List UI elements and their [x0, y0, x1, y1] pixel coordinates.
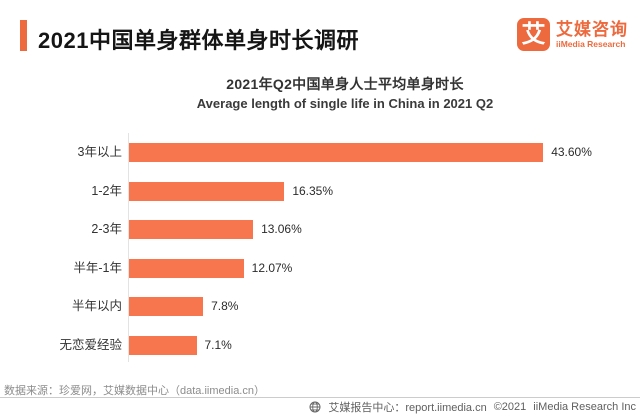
globe-icon [309, 401, 321, 413]
bar-category-label: 半年-1年 [73, 260, 122, 275]
bar [129, 258, 244, 278]
bottom-divider [0, 397, 640, 398]
bottom-bar: 艾媒报告中心：report.iimedia.cn ©2021 iiMedia R… [0, 399, 636, 415]
chart-subtitle: Average length of single life in China i… [196, 96, 494, 111]
bar-row: 1-2年 16.35% [0, 181, 640, 201]
bar [129, 297, 204, 316]
bar-category-label: 无恋爱经验 [59, 337, 122, 352]
bar-row: 2-3年 13.06% [0, 220, 640, 239]
bar-row: 3年以上 43.60% [0, 143, 640, 162]
bar-value-label: 16.35% [292, 183, 334, 198]
page-title: 2021中国单身群体单身时长调研 [38, 28, 359, 53]
brand-name-en: iiMedia Research [556, 39, 626, 50]
bar-value-label: 12.07% [251, 260, 293, 275]
bar-row: 半年-1年 12.07% [0, 258, 640, 278]
bar-value-label: 13.06% [261, 222, 302, 236]
iimedia-logo-icon: 艾 [517, 18, 550, 51]
brand-name-cn: 艾媒咨询 [556, 19, 628, 39]
bar [129, 143, 544, 162]
report-center-text: 艾媒报告中心：report.iimedia.cn [328, 402, 487, 414]
data-source-note: 数据来源：珍爱网，艾媒数据中心（data.iimedia.cn） [4, 385, 265, 397]
chart-title: 2021年Q2中国单身人士平均单身时长 [226, 76, 464, 92]
copyright-text: ©2021 [493, 401, 527, 413]
bar-category-label: 3年以上 [77, 145, 122, 159]
bar [129, 335, 197, 355]
bar-row: 半年以内 7.8% [0, 297, 640, 316]
bar-value-label: 43.60% [551, 145, 592, 159]
bar-row: 无恋爱经验 7.1% [0, 335, 640, 355]
y-axis-line [128, 133, 129, 362]
logo-text: 艾媒咨询 iiMedia Research [556, 20, 628, 50]
logo-glyph: 艾 [521, 20, 546, 48]
bar-category-label: 半年以内 [71, 299, 122, 313]
iimedia-logo: 艾 艾媒咨询 iiMedia Research [517, 18, 628, 51]
title-accent-bar [20, 20, 27, 51]
bar-category-label: 1-2年 [91, 183, 122, 198]
bar-category-label: 2-3年 [91, 222, 122, 236]
company-text: iiMedia Research Inc [533, 401, 636, 413]
bar [129, 220, 254, 239]
bar [129, 181, 285, 201]
bar-value-label: 7.1% [204, 337, 232, 352]
bar-value-label: 7.8% [211, 299, 239, 313]
